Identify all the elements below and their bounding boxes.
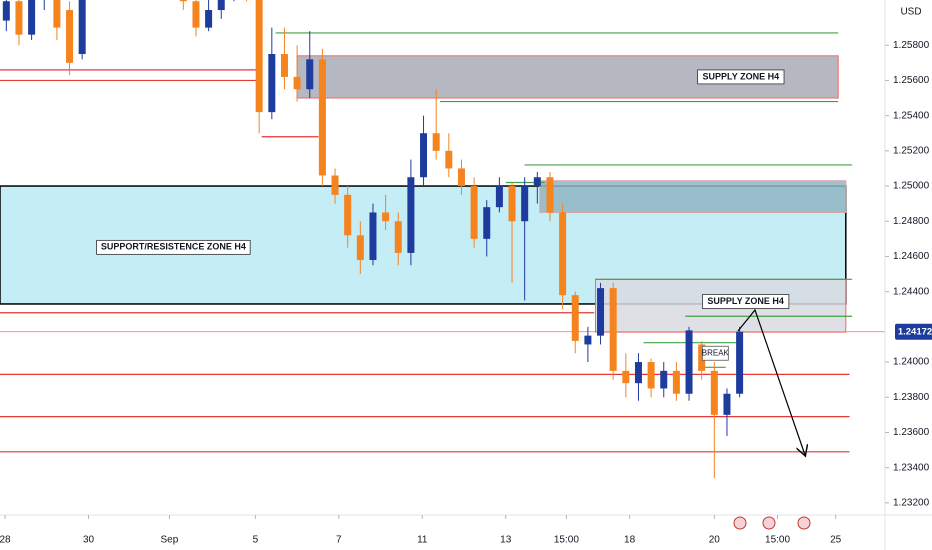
x-tick-label: 20 (709, 535, 721, 546)
candle-body (495, 186, 503, 208)
candle-body (268, 54, 276, 113)
plot-area: SUPPORT/RESISTENCE ZONE H4 SUPPLY ZONE H4… (0, 0, 885, 479)
x-tick-label: 13 (500, 535, 512, 546)
y-tick-label: 1.23800 (893, 392, 930, 403)
y-tick-label: 1.25000 (893, 181, 930, 192)
candle-body (622, 370, 630, 384)
x-tick-label: 25 (830, 535, 842, 546)
candle-body (407, 177, 415, 253)
y-tick-label: 1.25200 (893, 145, 930, 156)
y-tick-label: 1.23400 (893, 462, 930, 473)
candle-body (369, 212, 377, 260)
zone-label-box (96, 239, 251, 255)
y-tick-label: 1.25800 (893, 40, 930, 51)
candle-body (280, 54, 288, 77)
x-tick-label: 15:00 (765, 535, 790, 546)
event-icons (733, 516, 811, 530)
zone (539, 180, 847, 213)
x-tick-label: Sep (161, 535, 179, 546)
candle-body (318, 59, 326, 176)
y-tick-label: 1.23600 (893, 427, 930, 438)
candle-body (584, 335, 592, 345)
x-tick-label: 15:00 (554, 535, 579, 546)
candle-body (736, 331, 744, 394)
candle-body (457, 168, 465, 187)
annotation: BREAK (702, 348, 730, 357)
zone-label-box (702, 294, 790, 309)
y-tick-label: 1.25400 (893, 110, 930, 121)
x-tick-label: 18 (624, 535, 636, 546)
candle-body (205, 10, 213, 28)
candle-body (685, 330, 693, 394)
x-tick-label: 11 (417, 535, 428, 546)
x-tick-label: 30 (83, 535, 95, 546)
projection-arrow (737, 308, 805, 455)
y-tick-label: 1.24600 (893, 251, 930, 262)
candle-body (710, 370, 718, 415)
candle-body (394, 221, 402, 253)
candle-body (445, 150, 453, 169)
candle-body (382, 212, 390, 222)
zone-label: SUPPORT/RESISTENCE ZONE H4 (101, 242, 246, 252)
zone-label-box (697, 69, 785, 85)
candle-body (723, 393, 731, 415)
y-tick-label: 1.24400 (893, 286, 930, 297)
zone-label: SUPPLY ZONE H4 (707, 296, 784, 306)
candle-body (217, 0, 225, 11)
price-label-box (895, 323, 932, 340)
candle-body (559, 212, 567, 296)
candle-body (331, 175, 339, 195)
candle-body (66, 10, 74, 63)
price-label: 1.24172 (898, 326, 932, 337)
candle-body (609, 288, 617, 371)
x-tick-label: 5 (253, 535, 259, 546)
candle-body (356, 235, 364, 260)
y-tick-label: 1.25600 (893, 75, 930, 86)
candle-body (192, 1, 200, 28)
candle-body (15, 1, 23, 35)
candle-body (344, 194, 352, 236)
y-tick-label: 1.24000 (893, 357, 930, 368)
candle-body (179, 0, 187, 2)
candle-body (420, 133, 428, 178)
y-tick-label: 1.23200 (893, 497, 930, 508)
candle-body (293, 76, 301, 90)
candle-body (634, 362, 642, 384)
candle-body (533, 177, 541, 187)
candle-body (597, 288, 605, 336)
candle-body (483, 207, 491, 239)
candle-body (78, 0, 86, 55)
candle-body (698, 344, 706, 371)
x-tick-label: 28 (0, 535, 11, 546)
candle-body (2, 1, 10, 21)
currency-label: USD (900, 7, 921, 18)
candle-body (432, 133, 440, 151)
x-tick-label: 7 (336, 535, 342, 546)
candle-body (53, 0, 61, 28)
candle-body (660, 370, 668, 389)
candle-body (521, 186, 529, 222)
zone-label: SUPPLY ZONE H4 (703, 71, 780, 81)
candle-body (571, 295, 579, 341)
candle-body (546, 177, 554, 213)
candle-body (647, 362, 655, 389)
annotation-box (701, 345, 729, 361)
y-tick-label: 1.24800 (893, 216, 930, 227)
candle-body (672, 370, 680, 394)
candle-body (28, 0, 36, 35)
candle-body (508, 186, 516, 222)
candle-body (306, 59, 314, 90)
candle-body (470, 186, 478, 239)
candle-body (255, 0, 263, 113)
